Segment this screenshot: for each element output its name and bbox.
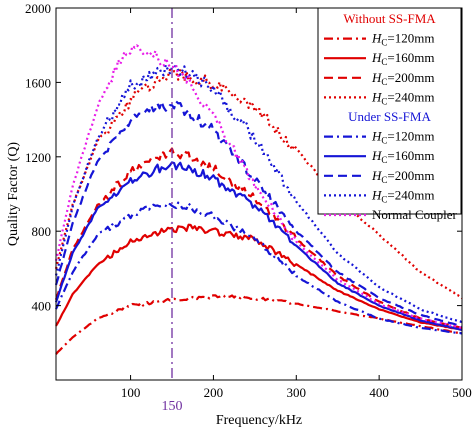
axis-ticks: 100 200 300 400 500 400 800 1200 1600 2000 [25, 1, 472, 400]
series-line-0 [55, 294, 463, 355]
legend-entry-label: HC=160mm [371, 148, 434, 165]
series-line-6 [54, 100, 463, 328]
legend-heading: Under SS-FMA [348, 109, 431, 124]
x-tick-label: 500 [452, 385, 472, 400]
x-axis-title: Frequency/kHz [216, 413, 302, 428]
legend-box [317, 7, 462, 215]
series-line-5 [54, 161, 463, 331]
legend-entry-label: HC=200mm [371, 70, 434, 87]
series-layer [54, 44, 463, 355]
series-line-4 [54, 201, 463, 335]
x-tick-label: 100 [121, 385, 141, 400]
legend-entry-label: Normal Coupler [372, 207, 458, 222]
x-tick-label: 400 [369, 385, 389, 400]
plot-area-frame [55, 7, 463, 381]
legend-entry-label: HC=200mm [371, 168, 434, 185]
series-line-1 [55, 223, 463, 331]
legend: Without SS-FMA HC=120mm HC=160mm HC=200mm HC… [317, 7, 462, 222]
y-tick-label: 1200 [25, 150, 51, 165]
series-line-8 [54, 44, 463, 329]
legend-entry-label: HC=120mm [371, 129, 434, 146]
legend-entry-label: HC=240mm [371, 187, 434, 204]
marker-layer: 150 [162, 8, 183, 414]
legend-entry-label: HC=160mm [371, 50, 434, 67]
y-axis-title: Quality Factor (Q) [6, 142, 21, 247]
legend-entry-label: HC=240mm [371, 89, 434, 106]
x-tick-label: 300 [287, 385, 307, 400]
series-line-7 [54, 63, 463, 324]
legend-heading: Without SS-FMA [343, 11, 436, 26]
marker-label: 150 [162, 399, 183, 414]
y-tick-label: 400 [32, 299, 52, 314]
y-tick-label: 2000 [25, 1, 51, 16]
y-tick-label: 1600 [25, 75, 51, 90]
legend-entry-label: HC=120mm [371, 31, 434, 48]
x-tick-label: 200 [204, 385, 224, 400]
y-tick-label: 800 [32, 224, 52, 239]
